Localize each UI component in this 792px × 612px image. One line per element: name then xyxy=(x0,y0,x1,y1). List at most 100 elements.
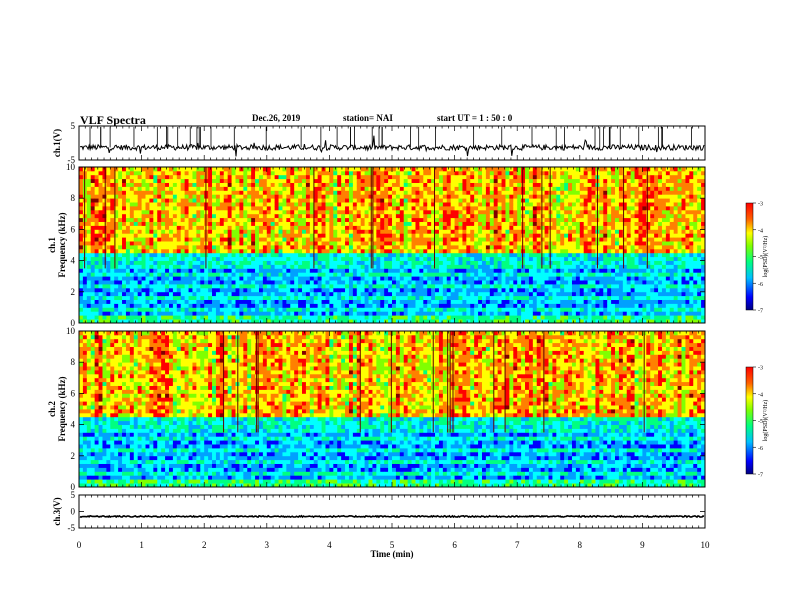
spectrogram-cell xyxy=(258,194,264,199)
spectrogram-cell xyxy=(278,167,283,172)
spectrogram-cell xyxy=(262,202,268,207)
spectrogram-cell xyxy=(364,202,369,207)
spectrogram-cell xyxy=(262,213,268,219)
spectrogram-cell xyxy=(352,284,358,289)
spectrogram-cell xyxy=(266,225,272,230)
spectrogram-cell xyxy=(208,264,213,269)
spectrogram-cell xyxy=(294,303,299,308)
spectrogram-cell xyxy=(302,174,307,180)
spectrogram-cell xyxy=(376,287,381,293)
spectrogram-cell xyxy=(188,287,193,293)
spectrogram-cell xyxy=(415,272,420,277)
spectrogram-cell xyxy=(521,190,526,195)
spectrogram-cell xyxy=(446,319,452,324)
spectrogram-cell xyxy=(86,245,92,250)
spectrogram-cell xyxy=(90,241,96,246)
spectrogram-cell xyxy=(262,248,268,254)
spectrogram-cell xyxy=(395,307,401,312)
spectrogram-cell xyxy=(161,194,166,199)
spectrogram-cell xyxy=(290,217,295,222)
y-tick-label: -5 xyxy=(68,155,76,165)
spectrogram-cell xyxy=(474,248,479,254)
spectrogram-cell xyxy=(129,241,135,246)
spectrogram-cell xyxy=(345,280,350,285)
spectrogram-cell xyxy=(427,229,432,234)
spectrogram-cell xyxy=(489,241,495,246)
spectrogram-cell xyxy=(501,233,506,238)
spectrogram-cell xyxy=(204,268,209,273)
spectrogram-cell xyxy=(149,248,154,254)
spectrogram-cell xyxy=(208,276,213,281)
spectrogram-cell xyxy=(446,209,452,215)
spectrogram-cell xyxy=(243,307,248,312)
spectrogram-cell xyxy=(442,295,448,300)
spectrogram-cell xyxy=(192,194,197,199)
spectrogram-cell xyxy=(485,170,491,176)
spectrogram-cell xyxy=(90,291,96,297)
spectrogram-cell xyxy=(180,291,186,297)
spectrogram-cell xyxy=(118,233,123,238)
spectrogram-cell xyxy=(106,213,111,219)
spectrogram-cell xyxy=(435,303,440,308)
spectrogram-cell xyxy=(446,311,452,316)
spectrogram-cell xyxy=(478,307,483,312)
spectrogram-cell xyxy=(337,229,342,234)
spectrogram-cell xyxy=(360,174,366,180)
spectrogram-cell xyxy=(403,198,409,203)
spectrogram-cell xyxy=(94,213,99,219)
spectrogram-cell xyxy=(528,206,534,211)
spectrogram-cell xyxy=(168,186,174,191)
spectrogram-cell xyxy=(251,245,256,250)
spectrogram-cell xyxy=(118,256,123,261)
spectrogram-cell xyxy=(466,206,471,211)
spectrogram-cell xyxy=(200,178,205,183)
spectrogram-cell xyxy=(458,182,463,187)
spectrogram-cell xyxy=(86,276,92,281)
spectrogram-cell xyxy=(454,299,459,304)
spectrogram-cell xyxy=(239,225,244,230)
spectrogram-cell xyxy=(298,225,303,230)
waveform-frame xyxy=(78,125,706,161)
spectrogram-cell xyxy=(114,272,119,277)
spectrogram-cell xyxy=(517,202,522,207)
spectrogram-cell xyxy=(274,252,279,258)
spectrogram-cell xyxy=(215,178,221,183)
spectrogram-cell xyxy=(235,272,240,277)
spectrogram-cell xyxy=(133,174,139,180)
spectrogram-cell xyxy=(149,299,154,304)
spectrogram-cell xyxy=(372,284,377,289)
spectrogram-cell xyxy=(329,182,334,187)
spectrogram-cell xyxy=(298,303,303,308)
spectrogram-cell xyxy=(161,284,166,289)
spectrogram-cell xyxy=(493,287,499,293)
spectrogram-cell xyxy=(540,299,545,304)
spectrogram-cell xyxy=(270,264,276,269)
spectrogram-cell xyxy=(208,174,213,180)
spectrogram-cell xyxy=(352,217,358,222)
spectrogram-cell xyxy=(352,170,358,176)
spectrogram-cell xyxy=(337,291,342,297)
spectrogram-cell xyxy=(262,276,268,281)
spectrogram-cell xyxy=(313,186,319,191)
spectrogram-cell xyxy=(282,245,287,250)
spectrogram-cell xyxy=(282,217,287,222)
spectrogram-cell xyxy=(317,174,322,180)
spectrogram-cell xyxy=(137,194,142,199)
spectrogram-cell xyxy=(266,233,272,238)
spectrogram-cell xyxy=(501,182,506,187)
spectrogram-cell xyxy=(247,190,252,195)
spectrogram-cell xyxy=(525,260,530,265)
spectrogram-cell xyxy=(255,311,260,316)
spectrogram-cell xyxy=(122,256,127,261)
spectrogram-cell xyxy=(501,190,506,195)
spectrogram-cell xyxy=(395,182,401,187)
spectrogram-cell xyxy=(345,272,350,277)
spectrogram-cell xyxy=(501,229,506,234)
spectrogram-cell xyxy=(497,182,502,187)
spectrogram-cell xyxy=(376,225,381,230)
spectrogram-cell xyxy=(286,174,291,180)
spectrogram-cell xyxy=(438,174,444,180)
spectrogram-cell xyxy=(235,284,240,289)
spectrogram-cell xyxy=(141,241,146,246)
spectrogram-cell xyxy=(521,245,526,250)
